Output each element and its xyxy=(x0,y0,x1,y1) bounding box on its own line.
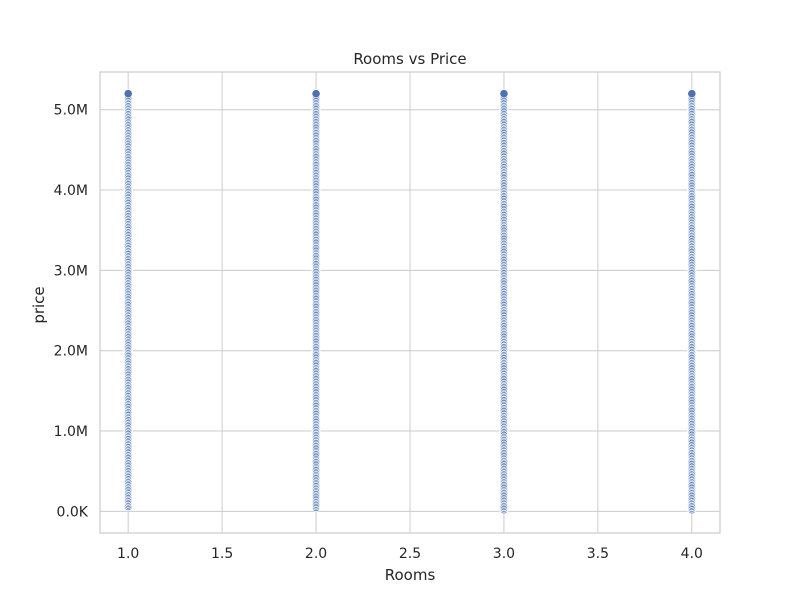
y-tick-label: 0.0K xyxy=(57,504,89,520)
data-point xyxy=(499,89,509,99)
data-point xyxy=(687,89,697,99)
plot-frame xyxy=(99,71,721,534)
y-tick-label: 3.0M xyxy=(54,263,88,279)
x-tick-label: 2.5 xyxy=(399,546,421,562)
y-tick-label: 4.0M xyxy=(54,183,88,199)
y-axis-label: price xyxy=(30,286,48,323)
data-point xyxy=(311,89,321,99)
y-tick-label: 5.0M xyxy=(54,103,88,119)
data-points xyxy=(123,89,697,515)
x-tick-label: 3.0 xyxy=(493,546,515,562)
y-tick-label: 1.0M xyxy=(54,424,88,440)
x-tick-label: 1.0 xyxy=(117,546,139,562)
x-tick-label: 2.0 xyxy=(305,546,327,562)
data-point xyxy=(123,89,133,99)
y-tick-label: 2.0M xyxy=(54,344,88,360)
chart-title: Rooms vs Price xyxy=(353,50,466,68)
y-tick-labels: 0.0K 1.0M 2.0M 3.0M 4.0M 5.0M xyxy=(54,103,89,521)
x-tick-label: 1.5 xyxy=(211,546,233,562)
x-tick-labels: 1.0 1.5 2.0 2.5 3.0 3.5 4.0 xyxy=(117,546,703,562)
x-tick-label: 3.5 xyxy=(587,546,609,562)
x-tick-label: 4.0 xyxy=(681,546,703,562)
x-axis-label: Rooms xyxy=(385,566,436,584)
axes-frame xyxy=(99,71,721,534)
